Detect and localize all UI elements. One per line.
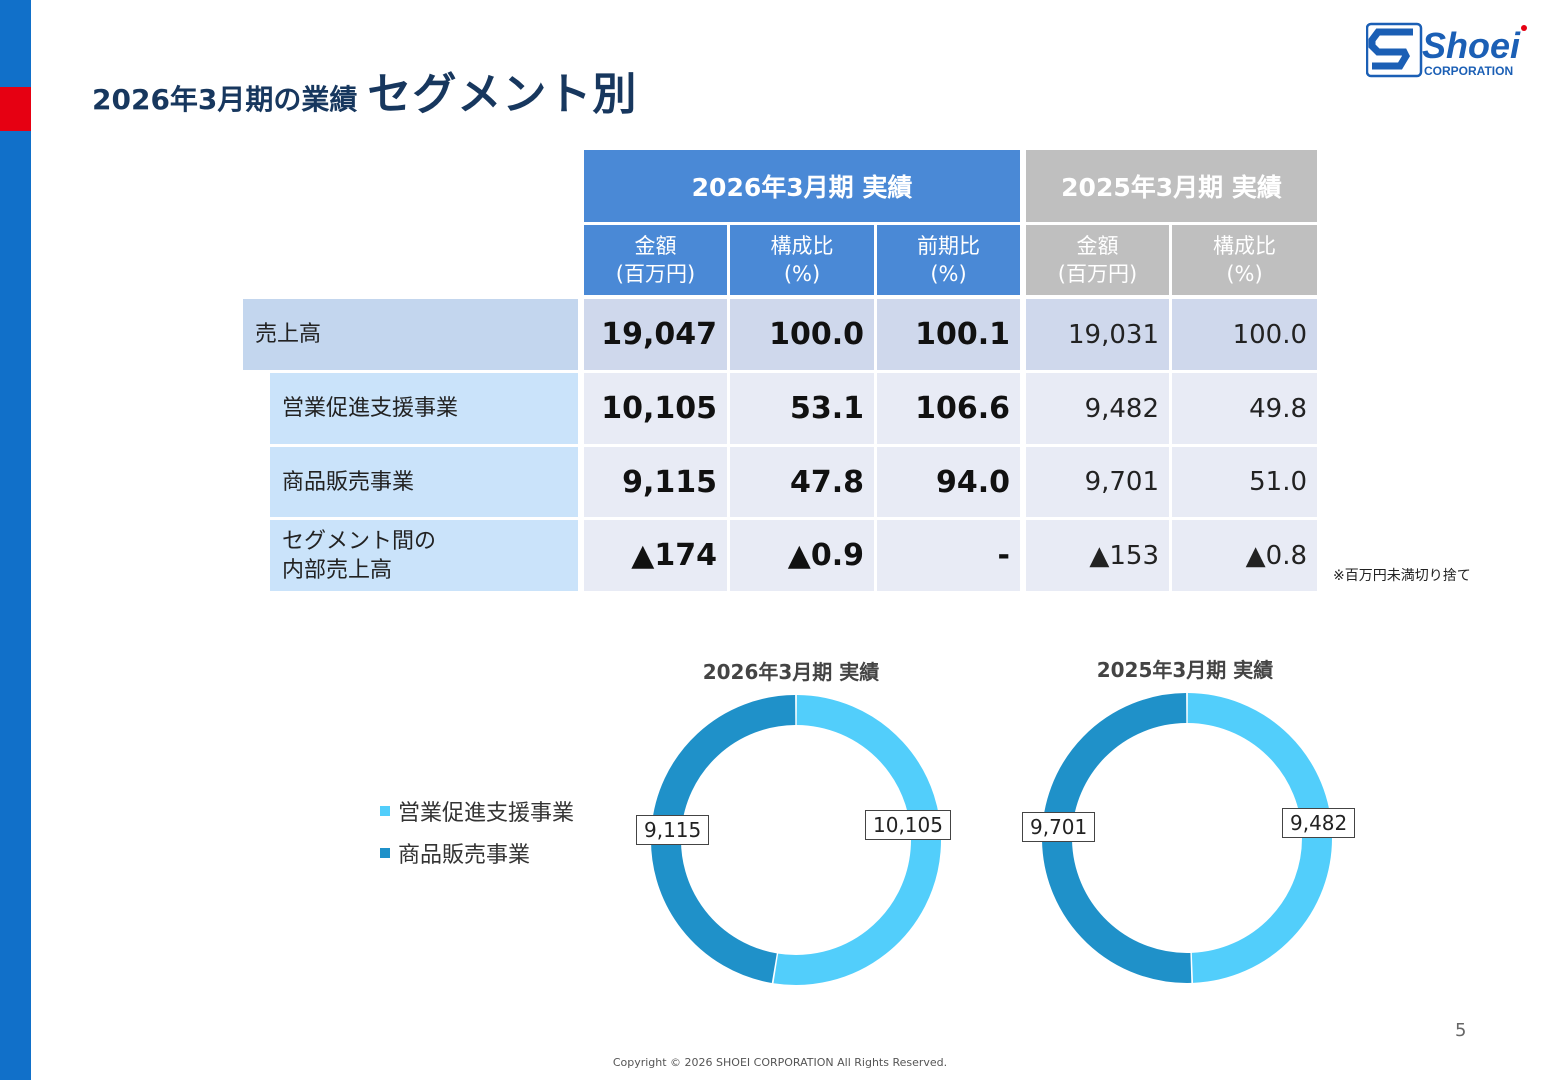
row-label-promotion: 営業促進支援事業 [270,373,578,444]
yoy-merchandise: 94.0 [877,447,1020,517]
prev-ratio-label: 構成比 [1213,234,1276,258]
legend-swatch-promotion [380,806,390,816]
yoy-label: 前期比 [917,234,980,258]
cur-ratio-intersegment: ▲0.9 [730,520,874,591]
cur-amount-merchandise: 9,115 [584,447,727,517]
prev-ratio-unit: (%) [1226,262,1263,286]
cur-ratio-total: 100.0 [730,299,874,370]
yoy-promotion: 106.6 [877,373,1020,444]
legend-swatch-merchandise [380,848,390,858]
cur-ratio-label: 構成比 [770,234,834,258]
prev-ratio-intersegment: ▲0.8 [1172,520,1317,591]
chart-title-2025: 2025年3月期 実績 [1096,658,1274,682]
prev-amount-header: 金額 (百万円) [1026,225,1169,295]
label-2025-promotion: 9,482 [1282,808,1356,838]
prev-ratio-promotion: 49.8 [1172,373,1317,444]
cur-amount-promotion: 10,105 [584,373,727,444]
legend-item-merchandise: 商品販売事業 [380,832,574,874]
copyright-text: Copyright © 2026 SHOEI CORPORATION All R… [612,1056,948,1069]
legend-label-promotion: 営業促進支援事業 [398,801,575,826]
cur-ratio-promotion: 53.1 [730,373,874,444]
prev-amount-merchandise: 9,701 [1026,447,1169,517]
prev-amount-promotion: 9,482 [1026,373,1169,444]
prev-ratio-merchandise: 51.0 [1172,447,1317,517]
svg-text:Shoei: Shoei [1422,25,1521,66]
left-red-accent [0,87,31,131]
rounding-note: ※百万円未満切り捨て [1333,568,1471,584]
prev-amount-unit: (百万円) [1057,262,1138,286]
previous-period-header: 2025年3月期 実績 [1026,150,1317,222]
chart-title-2026: 2026年3月期 実績 [702,660,880,684]
label-2026-promotion: 10,105 [865,810,951,840]
cur-amount-intersegment: ▲174 [584,520,727,591]
current-period-header: 2026年3月期 実績 [584,150,1020,222]
prev-amount-intersegment: ▲153 [1026,520,1169,591]
cur-amount-unit: (百万円) [615,262,696,286]
row-label-intersegment: セグメント間の 内部売上高 [270,520,578,591]
page-number: 5 [1455,1020,1467,1041]
legend-label-merchandise: 商品販売事業 [398,843,531,868]
title-segment: セグメント別 [367,69,638,120]
prev-amount-label: 金額 [1076,234,1119,258]
title-period: 2026年3月期の業績 [92,83,358,116]
page-title: 2026年3月期の業績 セグメント別 [92,58,637,122]
prev-ratio-total: 100.0 [1172,299,1317,370]
legend-item-promotion: 営業促進支援事業 [380,790,574,832]
yoy-header: 前期比 (%) [877,225,1020,295]
cur-ratio-merchandise: 47.8 [730,447,874,517]
yoy-total: 100.1 [877,299,1020,370]
svg-text:CORPORATION: CORPORATION [1424,64,1513,78]
cur-amount-total: 19,047 [584,299,727,370]
shoei-logo: Shoei CORPORATION [1366,22,1527,78]
row-label-total-sales: 売上高 [243,299,578,370]
intersegment-label-line2: 内部売上高 [282,557,393,583]
cur-ratio-header: 構成比 (%) [730,225,874,295]
yoy-unit: (%) [930,262,967,286]
donut-2026-slice-promotion [773,695,941,985]
intersegment-label-line1: セグメント間の [282,528,437,554]
row-label-merchandise: 商品販売事業 [270,447,578,517]
cur-amount-label: 金額 [634,234,677,258]
cur-ratio-unit: (%) [783,262,821,286]
prev-ratio-header: 構成比 (%) [1172,225,1317,295]
chart-legend: 営業促進支援事業 商品販売事業 [380,790,574,874]
prev-amount-total: 19,031 [1026,299,1169,370]
yoy-intersegment: - [877,520,1020,591]
cur-amount-header: 金額 (百万円) [584,225,727,295]
label-2025-merchandise: 9,701 [1022,812,1096,842]
label-2026-merchandise: 9,115 [636,815,710,845]
left-sidebar-bar [0,0,31,1080]
